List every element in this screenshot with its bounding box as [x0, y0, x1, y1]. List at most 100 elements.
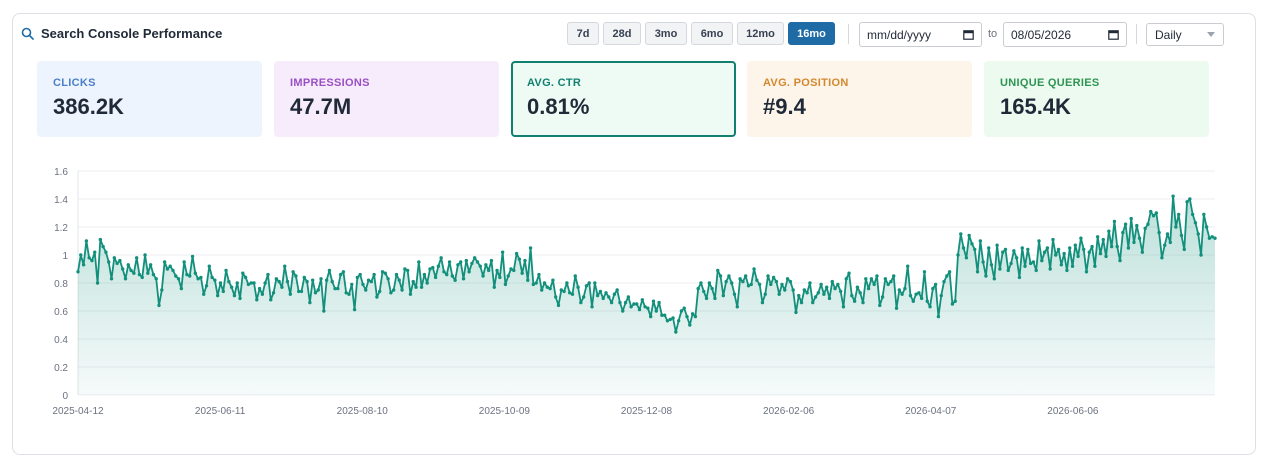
data-point [791, 288, 795, 292]
data-point [213, 278, 217, 282]
data-point [964, 256, 969, 260]
data-point [171, 268, 175, 273]
data-point [646, 306, 650, 310]
data-point [188, 274, 192, 278]
data-point [417, 260, 421, 264]
data-point [1146, 222, 1150, 226]
data-point [526, 278, 530, 282]
range-button-16mo[interactable]: 16mo [788, 22, 835, 45]
data-point [428, 267, 432, 271]
data-point [1171, 194, 1175, 198]
range-button-28d[interactable]: 28d [603, 22, 641, 45]
data-point [224, 268, 228, 273]
x-tick-label: 2025-10-09 [479, 406, 531, 417]
data-point [389, 291, 393, 295]
y-axis: 0 0.2 0.4 0.6 0.8 1 1.2 1.4 1.6 [54, 167, 68, 402]
data-point [1207, 236, 1212, 240]
calendar-icon [1108, 30, 1119, 40]
data-point [1068, 246, 1072, 250]
range-button-3mo[interactable]: 3mo [645, 22, 687, 45]
data-point [168, 264, 172, 268]
metric-card-unique-queries[interactable]: UNIQUE QUERIES 165.4K [984, 61, 1209, 137]
metric-card-impressions[interactable]: IMPRESSIONS 47.7M [274, 61, 499, 137]
data-point [643, 305, 647, 309]
data-point [1137, 236, 1142, 240]
data-point [984, 274, 988, 278]
data-point [950, 302, 955, 306]
data-point [609, 300, 614, 305]
data-point [1213, 236, 1217, 240]
data-point [252, 281, 256, 285]
metric-card-avg-position[interactable]: AVG. POSITION #9.4 [747, 61, 972, 137]
data-point [579, 300, 583, 305]
data-point [378, 289, 382, 294]
data-point [707, 281, 712, 285]
data-point [615, 288, 619, 292]
data-point [565, 281, 569, 285]
data-point [766, 274, 770, 278]
date-from-input[interactable]: mm/dd/yyyy [859, 22, 982, 47]
metric-value: 165.4K [1000, 94, 1071, 119]
data-point [777, 292, 781, 296]
data-point [1151, 214, 1156, 218]
metric-card-avg-ctr[interactable]: AVG. CTR 0.81% [511, 61, 736, 137]
data-point [1143, 226, 1147, 231]
data-point [556, 303, 561, 308]
data-point [1101, 237, 1105, 242]
data-point [1034, 268, 1038, 273]
data-point [1082, 247, 1086, 252]
data-point [618, 300, 622, 305]
range-button-6mo[interactable]: 6mo [691, 22, 733, 45]
data-point [917, 291, 921, 295]
data-point [869, 277, 874, 281]
data-point [1054, 253, 1058, 257]
data-point [607, 295, 611, 299]
metric-label: AVG. CTR [527, 77, 582, 89]
range-button-7d[interactable]: 7d [567, 22, 599, 45]
data-point [260, 292, 265, 296]
data-point [514, 251, 519, 256]
metric-card-clicks[interactable]: CLICKS 386.2K [37, 61, 262, 137]
range-button-12mo[interactable]: 12mo [737, 22, 784, 45]
data-point [1056, 247, 1061, 252]
x-tick-label: 2025-04-12 [52, 406, 104, 417]
data-point [906, 264, 910, 268]
data-point [492, 285, 496, 289]
data-point [1160, 256, 1164, 260]
data-point [456, 263, 460, 267]
data-point [727, 274, 731, 278]
data-point [1062, 251, 1066, 256]
data-point [190, 254, 195, 259]
data-point [302, 275, 306, 280]
data-point [794, 310, 798, 315]
data-point [841, 305, 846, 309]
data-point [461, 277, 466, 281]
data-point [126, 263, 130, 267]
data-point [165, 267, 170, 271]
data-point [322, 309, 326, 313]
date-to-input[interactable]: 08/05/2026 [1003, 22, 1127, 47]
data-point [936, 314, 941, 319]
data-point [1084, 270, 1089, 274]
data-point [1059, 263, 1064, 267]
data-point [822, 292, 826, 296]
data-point [967, 233, 971, 238]
data-point [81, 263, 86, 267]
data-point [98, 237, 103, 242]
data-point [394, 272, 399, 277]
data-point [1006, 268, 1010, 273]
data-point [763, 292, 767, 296]
data-point [1190, 212, 1195, 217]
data-point [1087, 250, 1091, 254]
granularity-select[interactable]: Daily [1146, 23, 1224, 46]
data-point [305, 279, 309, 284]
data-point [710, 286, 714, 291]
data-point [484, 263, 488, 267]
data-point [570, 292, 575, 296]
data-point [1132, 240, 1136, 245]
data-point [1165, 232, 1170, 236]
data-point [274, 277, 279, 281]
data-point [1090, 244, 1094, 249]
x-tick-label: 2026-06-06 [1047, 406, 1099, 417]
data-point [1135, 223, 1139, 228]
